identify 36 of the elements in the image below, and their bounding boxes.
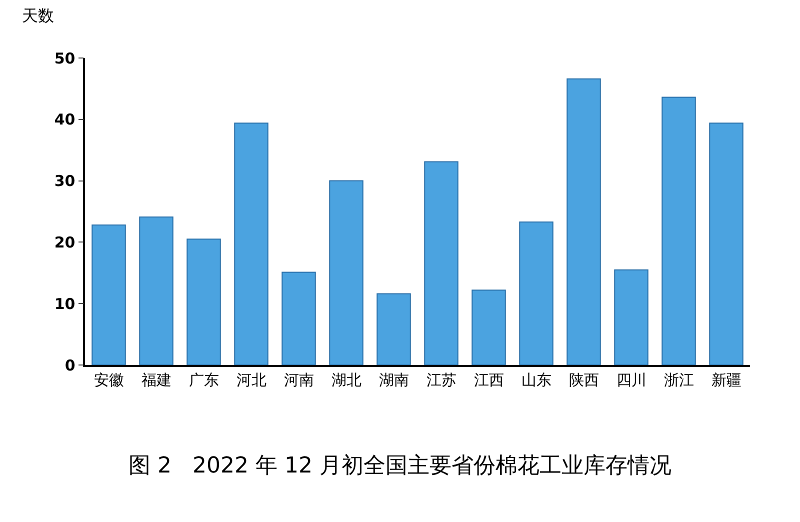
bar — [329, 180, 364, 365]
x-tick-label: 安徽 — [94, 370, 124, 389]
bar — [709, 122, 744, 365]
x-tick-label: 浙江 — [664, 370, 694, 389]
x-tick-label: 新疆 — [711, 370, 742, 389]
y-tick-label: 40 — [54, 110, 76, 129]
y-axis-title: 天数 — [22, 6, 54, 25]
x-tick-label: 河南 — [284, 370, 314, 389]
x-tick-label: 湖南 — [378, 370, 409, 389]
x-tick-label: 山东 — [521, 370, 552, 389]
text: 图 2 2022 年 12 月初全国主要省份棉花工业库存情况 — [128, 453, 672, 478]
y-tick-label: 10 — [54, 294, 76, 313]
bar — [614, 269, 648, 365]
x-tick-label: 陕西 — [568, 370, 599, 389]
x-tick-label: 湖北 — [331, 370, 362, 389]
x-tick-label: 四川 — [616, 370, 646, 389]
x-tick-label: 江西 — [474, 370, 504, 389]
bar — [519, 221, 554, 365]
x-tick-label: 江苏 — [426, 370, 456, 389]
bar — [234, 122, 268, 365]
x-tick-label: 河北 — [236, 370, 266, 389]
bar — [424, 161, 458, 365]
bar — [92, 224, 126, 365]
bar — [139, 216, 174, 365]
x-tick-label: 广东 — [188, 370, 219, 389]
bar — [376, 293, 411, 365]
y-tick-label: 20 — [54, 233, 76, 252]
y-tick-label: 30 — [54, 172, 76, 190]
y-tick-label: 50 — [54, 49, 76, 68]
bar — [472, 290, 506, 365]
y-tick-label: 0 — [64, 356, 76, 374]
x-tick-label: 福建 — [141, 370, 172, 389]
bar — [186, 238, 221, 365]
bar — [662, 96, 696, 365]
bar — [282, 272, 316, 365]
bar — [566, 78, 601, 365]
